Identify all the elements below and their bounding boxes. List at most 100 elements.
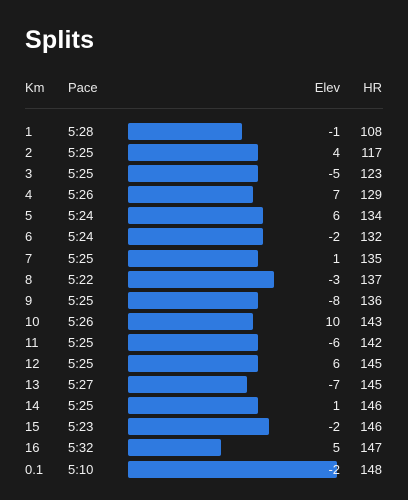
pace-bar (128, 123, 242, 140)
pace-bar (128, 165, 258, 183)
split-pace: 5:22 (68, 271, 94, 287)
split-hr: 146 (360, 419, 382, 435)
split-km: 10 (25, 313, 40, 329)
split-row: 10 5:26 10 143 (0, 311, 408, 332)
split-elev: 4 (332, 145, 340, 161)
split-row: 6 5:24 -2 132 (0, 226, 408, 247)
pace-bar (128, 333, 258, 351)
split-elev: -2 (328, 461, 340, 477)
splits-list: 1 5:28 -1 108 2 5:25 4 117 3 5:25 -5 123 4 5:26 7 129 5 5… (0, 121, 408, 480)
split-pace: 5:25 (68, 292, 94, 308)
split-row: 1 5:28 -1 108 (0, 121, 408, 142)
split-elev: -7 (328, 377, 340, 393)
split-pace: 5:10 (68, 461, 94, 477)
split-hr: 129 (360, 187, 382, 203)
split-hr: 148 (360, 461, 382, 477)
split-hr: 146 (360, 398, 382, 414)
split-km: 5 (25, 208, 33, 224)
split-km: 14 (25, 398, 40, 414)
split-km: 2 (25, 145, 33, 161)
split-elev: -8 (328, 292, 340, 308)
header-divider (25, 108, 383, 109)
split-elev: -2 (328, 419, 340, 435)
split-km: 6 (25, 229, 33, 245)
split-km: 3 (25, 166, 33, 182)
split-row: 13 5:27 -7 145 (0, 374, 408, 395)
pace-bar (128, 291, 258, 309)
pace-bar (128, 228, 264, 246)
split-row: 4 5:26 7 129 (0, 184, 408, 205)
split-pace: 5:25 (68, 145, 94, 161)
split-hr: 143 (360, 313, 382, 329)
split-km: 11 (25, 334, 39, 350)
split-elev: 10 (325, 313, 340, 329)
split-km: 9 (25, 292, 33, 308)
split-pace: 5:32 (68, 440, 94, 456)
split-row: 16 5:32 5 147 (0, 437, 408, 458)
split-pace: 5:26 (68, 313, 94, 329)
pace-bar (128, 460, 338, 478)
split-km: 12 (25, 356, 40, 372)
split-elev: -2 (328, 229, 340, 245)
pace-bar (128, 418, 269, 436)
split-row: 14 5:25 1 146 (0, 395, 408, 416)
split-km: 15 (25, 419, 40, 435)
split-pace: 5:27 (68, 377, 94, 393)
split-elev: 7 (332, 187, 340, 203)
split-km: 0.1 (25, 461, 44, 477)
pace-bar (128, 144, 258, 162)
split-pace: 5:23 (68, 419, 94, 435)
pace-bar (128, 312, 253, 330)
elev-column-header: Elev (314, 80, 340, 95)
split-hr: 123 (360, 166, 382, 182)
split-row: 15 5:23 -2 146 (0, 416, 408, 437)
split-km: 13 (25, 377, 40, 393)
split-pace: 5:24 (68, 229, 94, 245)
split-row: 0.1 5:10 -2 148 (0, 459, 408, 480)
split-km: 4 (25, 187, 33, 203)
split-row: 9 5:25 -8 136 (0, 290, 408, 311)
hr-column-header: HR (363, 80, 382, 95)
split-elev: 5 (332, 440, 340, 456)
pace-column-header: Pace (68, 80, 98, 95)
split-hr: 108 (360, 124, 382, 139)
split-km: 7 (25, 250, 33, 266)
pace-bar (128, 186, 253, 204)
split-elev: 6 (332, 356, 340, 372)
pace-bar (128, 397, 258, 415)
split-pace: 5:25 (68, 334, 94, 350)
split-hr: 145 (360, 356, 382, 372)
split-hr: 147 (360, 440, 382, 456)
split-row: 8 5:22 -3 137 (0, 269, 408, 290)
split-pace: 5:25 (68, 398, 94, 414)
split-pace: 5:28 (68, 124, 94, 139)
split-km: 1 (25, 124, 33, 139)
split-elev: -1 (328, 124, 340, 139)
split-hr: 137 (360, 271, 382, 287)
split-pace: 5:25 (68, 166, 94, 182)
split-km: 8 (25, 271, 33, 287)
pace-bar (128, 270, 274, 288)
km-column-header: Km (25, 80, 45, 95)
split-row: 7 5:25 1 135 (0, 248, 408, 269)
split-hr: 145 (360, 377, 382, 393)
split-elev: 1 (332, 250, 340, 266)
split-elev: 6 (332, 208, 340, 224)
split-pace: 5:25 (68, 356, 94, 372)
split-hr: 134 (360, 208, 382, 224)
split-km: 16 (25, 440, 40, 456)
split-pace: 5:24 (68, 208, 94, 224)
pace-bar (128, 376, 248, 394)
split-row: 5 5:24 6 134 (0, 205, 408, 226)
split-hr: 136 (360, 292, 382, 308)
pace-bar (128, 355, 258, 373)
split-row: 2 5:25 4 117 (0, 142, 408, 163)
split-pace: 5:26 (68, 187, 94, 203)
split-hr: 142 (360, 334, 382, 350)
splits-header-row: Km Pace Elev HR (0, 80, 408, 100)
split-row: 11 5:25 -6 142 (0, 332, 408, 353)
pace-bar (128, 207, 264, 225)
split-row: 12 5:25 6 145 (0, 353, 408, 374)
pace-bar (128, 439, 221, 457)
pace-bar (128, 249, 258, 267)
